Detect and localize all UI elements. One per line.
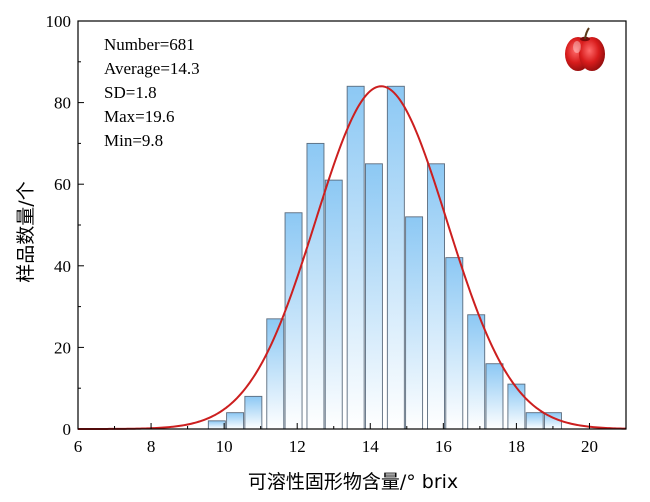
stat-line: Min=9.8 <box>104 131 163 150</box>
stat-line: SD=1.8 <box>104 83 157 102</box>
x-tick-label: 16 <box>435 437 452 456</box>
histogram-bar <box>207 420 226 430</box>
histogram-bar <box>485 363 504 430</box>
apple-icon <box>565 27 605 71</box>
x-tick-label: 18 <box>508 437 525 456</box>
histogram-bar <box>467 314 486 430</box>
x-tick-label: 6 <box>74 437 83 456</box>
x-tick-label: 20 <box>581 437 598 456</box>
histogram-bar <box>226 412 245 430</box>
histogram-bar <box>346 85 365 430</box>
histogram-bar <box>445 257 464 430</box>
y-tick-label: 0 <box>63 420 72 439</box>
histogram-bar <box>306 142 325 430</box>
histogram-bar <box>324 179 343 430</box>
stat-line: Number=681 <box>104 35 195 54</box>
bars-group <box>207 85 562 430</box>
x-tick-label: 8 <box>147 437 156 456</box>
normal-fit-curve <box>78 85 627 430</box>
y-tick-label: 40 <box>54 257 71 276</box>
histogram-bar <box>244 395 263 430</box>
x-tick-label: 12 <box>289 437 306 456</box>
y-tick-label: 80 <box>54 94 71 113</box>
y-tick-label: 60 <box>54 175 71 194</box>
y-axis-title: 样品数量/个 <box>15 181 37 282</box>
x-tick-label: 14 <box>362 437 380 456</box>
histogram-bar <box>364 163 383 430</box>
histogram-bar <box>284 212 303 430</box>
stat-line: Average=14.3 <box>104 59 200 78</box>
x-axis-title: 可溶性固形物含量/° brix <box>248 471 458 493</box>
x-axis: 6 8 10 12 14 16 18 20 <box>74 423 598 456</box>
histogram-bar <box>405 216 424 430</box>
histogram-bar <box>386 85 405 430</box>
y-tick-label: 100 <box>46 12 72 31</box>
stats-box: Number=681 Average=14.3 SD=1.8 Max=19.6 Min=… <box>104 35 200 150</box>
x-tick-label: 10 <box>216 437 233 456</box>
histogram-bar <box>507 383 526 430</box>
stat-line: Max=19.6 <box>104 107 175 126</box>
y-tick-label: 20 <box>54 338 71 357</box>
histogram-bar <box>525 412 544 430</box>
y-axis: 0 20 40 60 80 100 <box>46 12 84 439</box>
